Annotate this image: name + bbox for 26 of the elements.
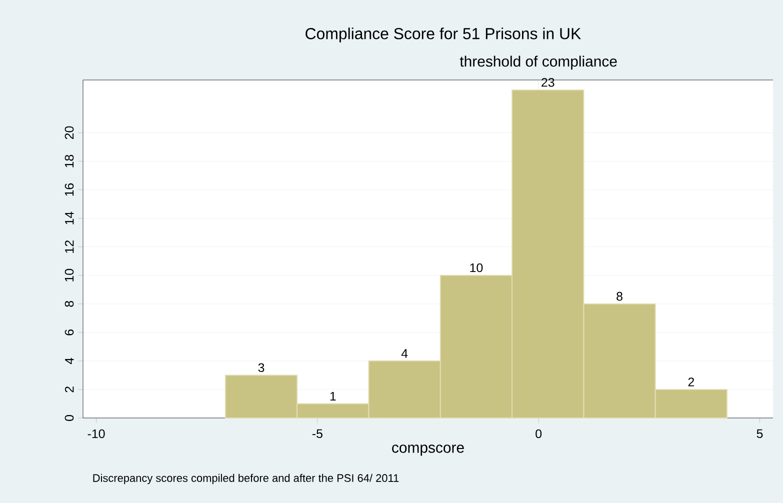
- y-tick-label: 0: [64, 415, 74, 421]
- y-tick-label: 8: [64, 300, 74, 307]
- data-label: 1: [330, 392, 336, 401]
- x-tick-label: 5: [756, 429, 763, 438]
- x-tick-label: -10: [88, 429, 105, 438]
- y-tick-label: 4: [65, 358, 74, 364]
- data-label: 3: [258, 363, 264, 372]
- y-tick-label: 10: [64, 268, 74, 282]
- x-tick-label: 0: [536, 429, 542, 438]
- data-label: 8: [616, 292, 622, 301]
- y-tick-label: 16: [64, 183, 74, 196]
- y-tick-label: 14: [65, 212, 74, 224]
- y-tick-label: 12: [64, 240, 74, 253]
- chart-title: Compliance Score for 51 Prisons in UK: [306, 28, 581, 42]
- x-tick-label: -5: [312, 429, 322, 438]
- y-tick-label: 18: [64, 154, 74, 168]
- y-tick-label: 20: [64, 126, 74, 140]
- ref-line-label: threshold of compliance: [460, 56, 617, 70]
- data-label: 23: [542, 78, 554, 87]
- y-tick-label: 2: [64, 386, 74, 392]
- data-label: 4: [401, 349, 408, 358]
- y-tick-label: 6: [64, 330, 74, 336]
- data-label: 2: [688, 378, 694, 386]
- text: Discrepancy scores compiled before and after the PSI 64/ 2011: [93, 474, 399, 484]
- data-label: 10: [470, 263, 483, 272]
- x-axis-title: compscore: [392, 444, 464, 456]
